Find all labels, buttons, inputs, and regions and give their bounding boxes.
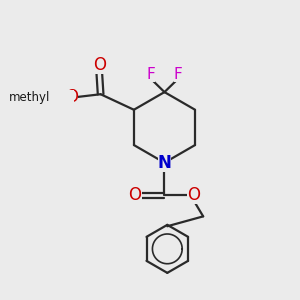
Text: O: O (65, 88, 78, 106)
Text: N: N (158, 154, 171, 172)
Text: O: O (187, 186, 200, 204)
Text: F: F (146, 67, 155, 82)
Text: methyl: methyl (52, 96, 58, 97)
Text: methyl: methyl (24, 90, 73, 104)
Text: O: O (93, 56, 106, 74)
Text: O: O (129, 186, 142, 204)
Text: methyl: methyl (26, 90, 74, 104)
Text: methyl: methyl (21, 90, 70, 104)
Text: methyl: methyl (8, 91, 50, 103)
Text: F: F (174, 67, 182, 82)
